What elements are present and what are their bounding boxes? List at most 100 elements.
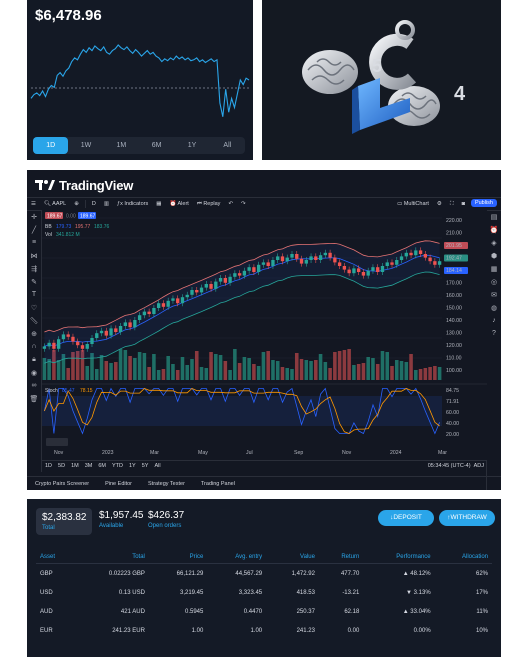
favorite-icon[interactable]: ♡: [30, 304, 38, 312]
alerts-icon[interactable]: ⏰: [489, 226, 499, 234]
table-row[interactable]: USD 0.13 USD 3,219.45 3,323.45 418.53 -13.21 ▼…: [36, 583, 492, 602]
price-tick: 150.00: [446, 306, 462, 312]
price-chart[interactable]: 220.00 210.00 201.95 192.47 184.14 170.00 160.…: [42, 210, 487, 460]
withdraw-button[interactable]: ↑WITHDRAW: [439, 510, 495, 526]
column-header[interactable]: Avg. entry: [207, 551, 267, 564]
trash-icon[interactable]: 🗑︎: [29, 395, 39, 403]
watchlist-icon[interactable]: ▤: [490, 213, 498, 221]
bb-fill: [44, 240, 440, 364]
streams-icon[interactable]: ◍: [490, 304, 498, 312]
range-button-1m[interactable]: 1M: [116, 142, 127, 149]
templates-icon[interactable]: ▦: [156, 201, 162, 207]
volume-bar: [214, 354, 218, 380]
volume-bar: [261, 352, 266, 380]
table-row[interactable]: EUR 241.23 EUR 1.00 1.00 241.23 0.00 0.00% 10%: [36, 621, 492, 640]
trendline-icon[interactable]: ╱: [31, 226, 37, 234]
table-row[interactable]: GBP 0.02223 GBP 66,121.29 44,567.29 1,472.92…: [36, 564, 492, 584]
replay-button[interactable]: ⏮ Replay: [196, 200, 221, 207]
chart-type-icon[interactable]: ▥: [103, 201, 110, 207]
range-button-1y[interactable]: 1Y: [187, 142, 197, 149]
calendar-icon[interactable]: ▦: [490, 265, 498, 273]
layers-icon[interactable]: ◈: [491, 239, 497, 247]
add-symbol-icon[interactable]: ⊕: [74, 201, 79, 207]
undo-icon[interactable]: ↶: [228, 201, 234, 207]
table-cell: 44,567.29: [235, 570, 263, 577]
brain-icon-right: [388, 86, 440, 126]
timeframe-5d[interactable]: 5D: [58, 463, 66, 469]
settings-icon[interactable]: ⚙: [436, 201, 442, 207]
publish-button[interactable]: Publish: [470, 199, 497, 207]
range-button-all[interactable]: All: [223, 142, 232, 149]
link-icon[interactable]: ∞: [31, 382, 37, 389]
notifications-icon[interactable]: ♪: [492, 317, 496, 324]
volume-bar: [228, 370, 232, 380]
volume-bar: [142, 353, 147, 380]
time-tick: 2024: [390, 450, 402, 456]
column-header[interactable]: Return: [318, 551, 364, 564]
candle: [204, 284, 208, 288]
timeframe-1m[interactable]: 1M: [71, 463, 79, 469]
fib-icon[interactable]: ≡: [31, 239, 37, 246]
timeframe-3m[interactable]: 3M: [84, 463, 93, 469]
zoom-icon[interactable]: ⊕: [31, 330, 37, 338]
column-header[interactable]: Allocation: [434, 551, 492, 564]
brush-icon[interactable]: ✎: [31, 278, 37, 286]
alert-button[interactable]: ⏰ Alert: [169, 201, 189, 207]
tab-strategy-tester[interactable]: Strategy Tester: [148, 481, 185, 487]
eye-icon[interactable]: ◉: [30, 369, 38, 377]
tab-crypto-pairs-screener[interactable]: Crypto Pairs Screener: [35, 481, 90, 487]
pattern-icon[interactable]: ⋈: [30, 252, 38, 260]
symbol-search[interactable]: 🔍︎ AAPL: [43, 201, 67, 207]
range-button-1d[interactable]: 1D: [33, 137, 69, 154]
column-header[interactable]: Total: [74, 551, 149, 564]
timeframe-6m[interactable]: 6M: [98, 463, 106, 469]
timeframe-1d[interactable]: 1D: [45, 463, 53, 469]
column-header[interactable]: Performance: [363, 551, 435, 564]
timeframe-1y[interactable]: 1Y: [128, 463, 136, 469]
candle: [371, 267, 375, 271]
tab-trading-panel[interactable]: Trading Panel: [200, 481, 235, 487]
camera-icon[interactable]: ◙: [461, 201, 465, 207]
timeframe-ytd[interactable]: YTD: [111, 463, 123, 469]
bottom-panel-tabs: Crypto Pairs Screener Pine Editor Strategy…: [27, 476, 501, 490]
price-tick: 120.00: [446, 343, 462, 349]
hotlist-icon[interactable]: ⬢: [490, 252, 498, 260]
chat-icon[interactable]: ✉: [491, 291, 497, 299]
magnet-icon[interactable]: ∩: [31, 343, 37, 350]
layout-button[interactable]: ▭ MultiChart: [397, 201, 429, 207]
volume-bar: [94, 369, 99, 380]
lock-icon[interactable]: 🔒︎: [32, 355, 36, 363]
column-header[interactable]: Asset: [36, 551, 75, 564]
adj-toggle[interactable]: ADJ: [473, 463, 484, 469]
text-icon[interactable]: T: [31, 291, 37, 298]
range-button-1w[interactable]: 1W: [80, 142, 92, 149]
range-button-6m[interactable]: 6M: [151, 142, 162, 149]
column-header[interactable]: Price: [148, 551, 208, 564]
table-cell: 241.23 EUR: [112, 627, 145, 634]
table-cell: 62%: [475, 570, 488, 577]
ideas-icon[interactable]: ◎: [490, 278, 498, 286]
candle: [133, 320, 137, 328]
right-sidebar: ▤ ⏰ ◈ ⬢ ▦ ◎ ✉ ◍ ♪ ?: [486, 210, 501, 490]
redo-icon[interactable]: ↷: [241, 201, 246, 207]
menu-icon[interactable]: ☰: [31, 201, 36, 207]
ruler-icon[interactable]: 📏︎: [29, 317, 39, 325]
table-row[interactable]: AUD 421 AUD 0.5945 0.4470 250.37 62.18 ▲ 33.04…: [36, 602, 492, 621]
table-cell: 10%: [475, 627, 488, 634]
timeframe-5y[interactable]: 5Y: [141, 463, 149, 469]
indicators-button[interactable]: ƒx Indicators: [117, 201, 149, 207]
candle: [333, 257, 337, 263]
time-tick: Jul: [246, 450, 253, 456]
crosshair-icon[interactable]: ✛: [31, 213, 37, 221]
volume-bar: [375, 364, 380, 380]
timeframe-all[interactable]: All: [154, 463, 161, 469]
volume-bar: [333, 352, 337, 380]
tv-watermark-icon: [46, 438, 68, 446]
projection-icon[interactable]: ⇶: [31, 265, 37, 273]
deposit-button[interactable]: ↓DEPOSIT: [378, 510, 434, 526]
column-header[interactable]: Value: [266, 551, 319, 564]
interval-button[interactable]: D: [91, 201, 96, 207]
help-icon[interactable]: ?: [492, 330, 496, 337]
fullscreen-icon[interactable]: ⛶: [449, 200, 454, 207]
tab-pine-editor[interactable]: Pine Editor: [105, 481, 133, 487]
